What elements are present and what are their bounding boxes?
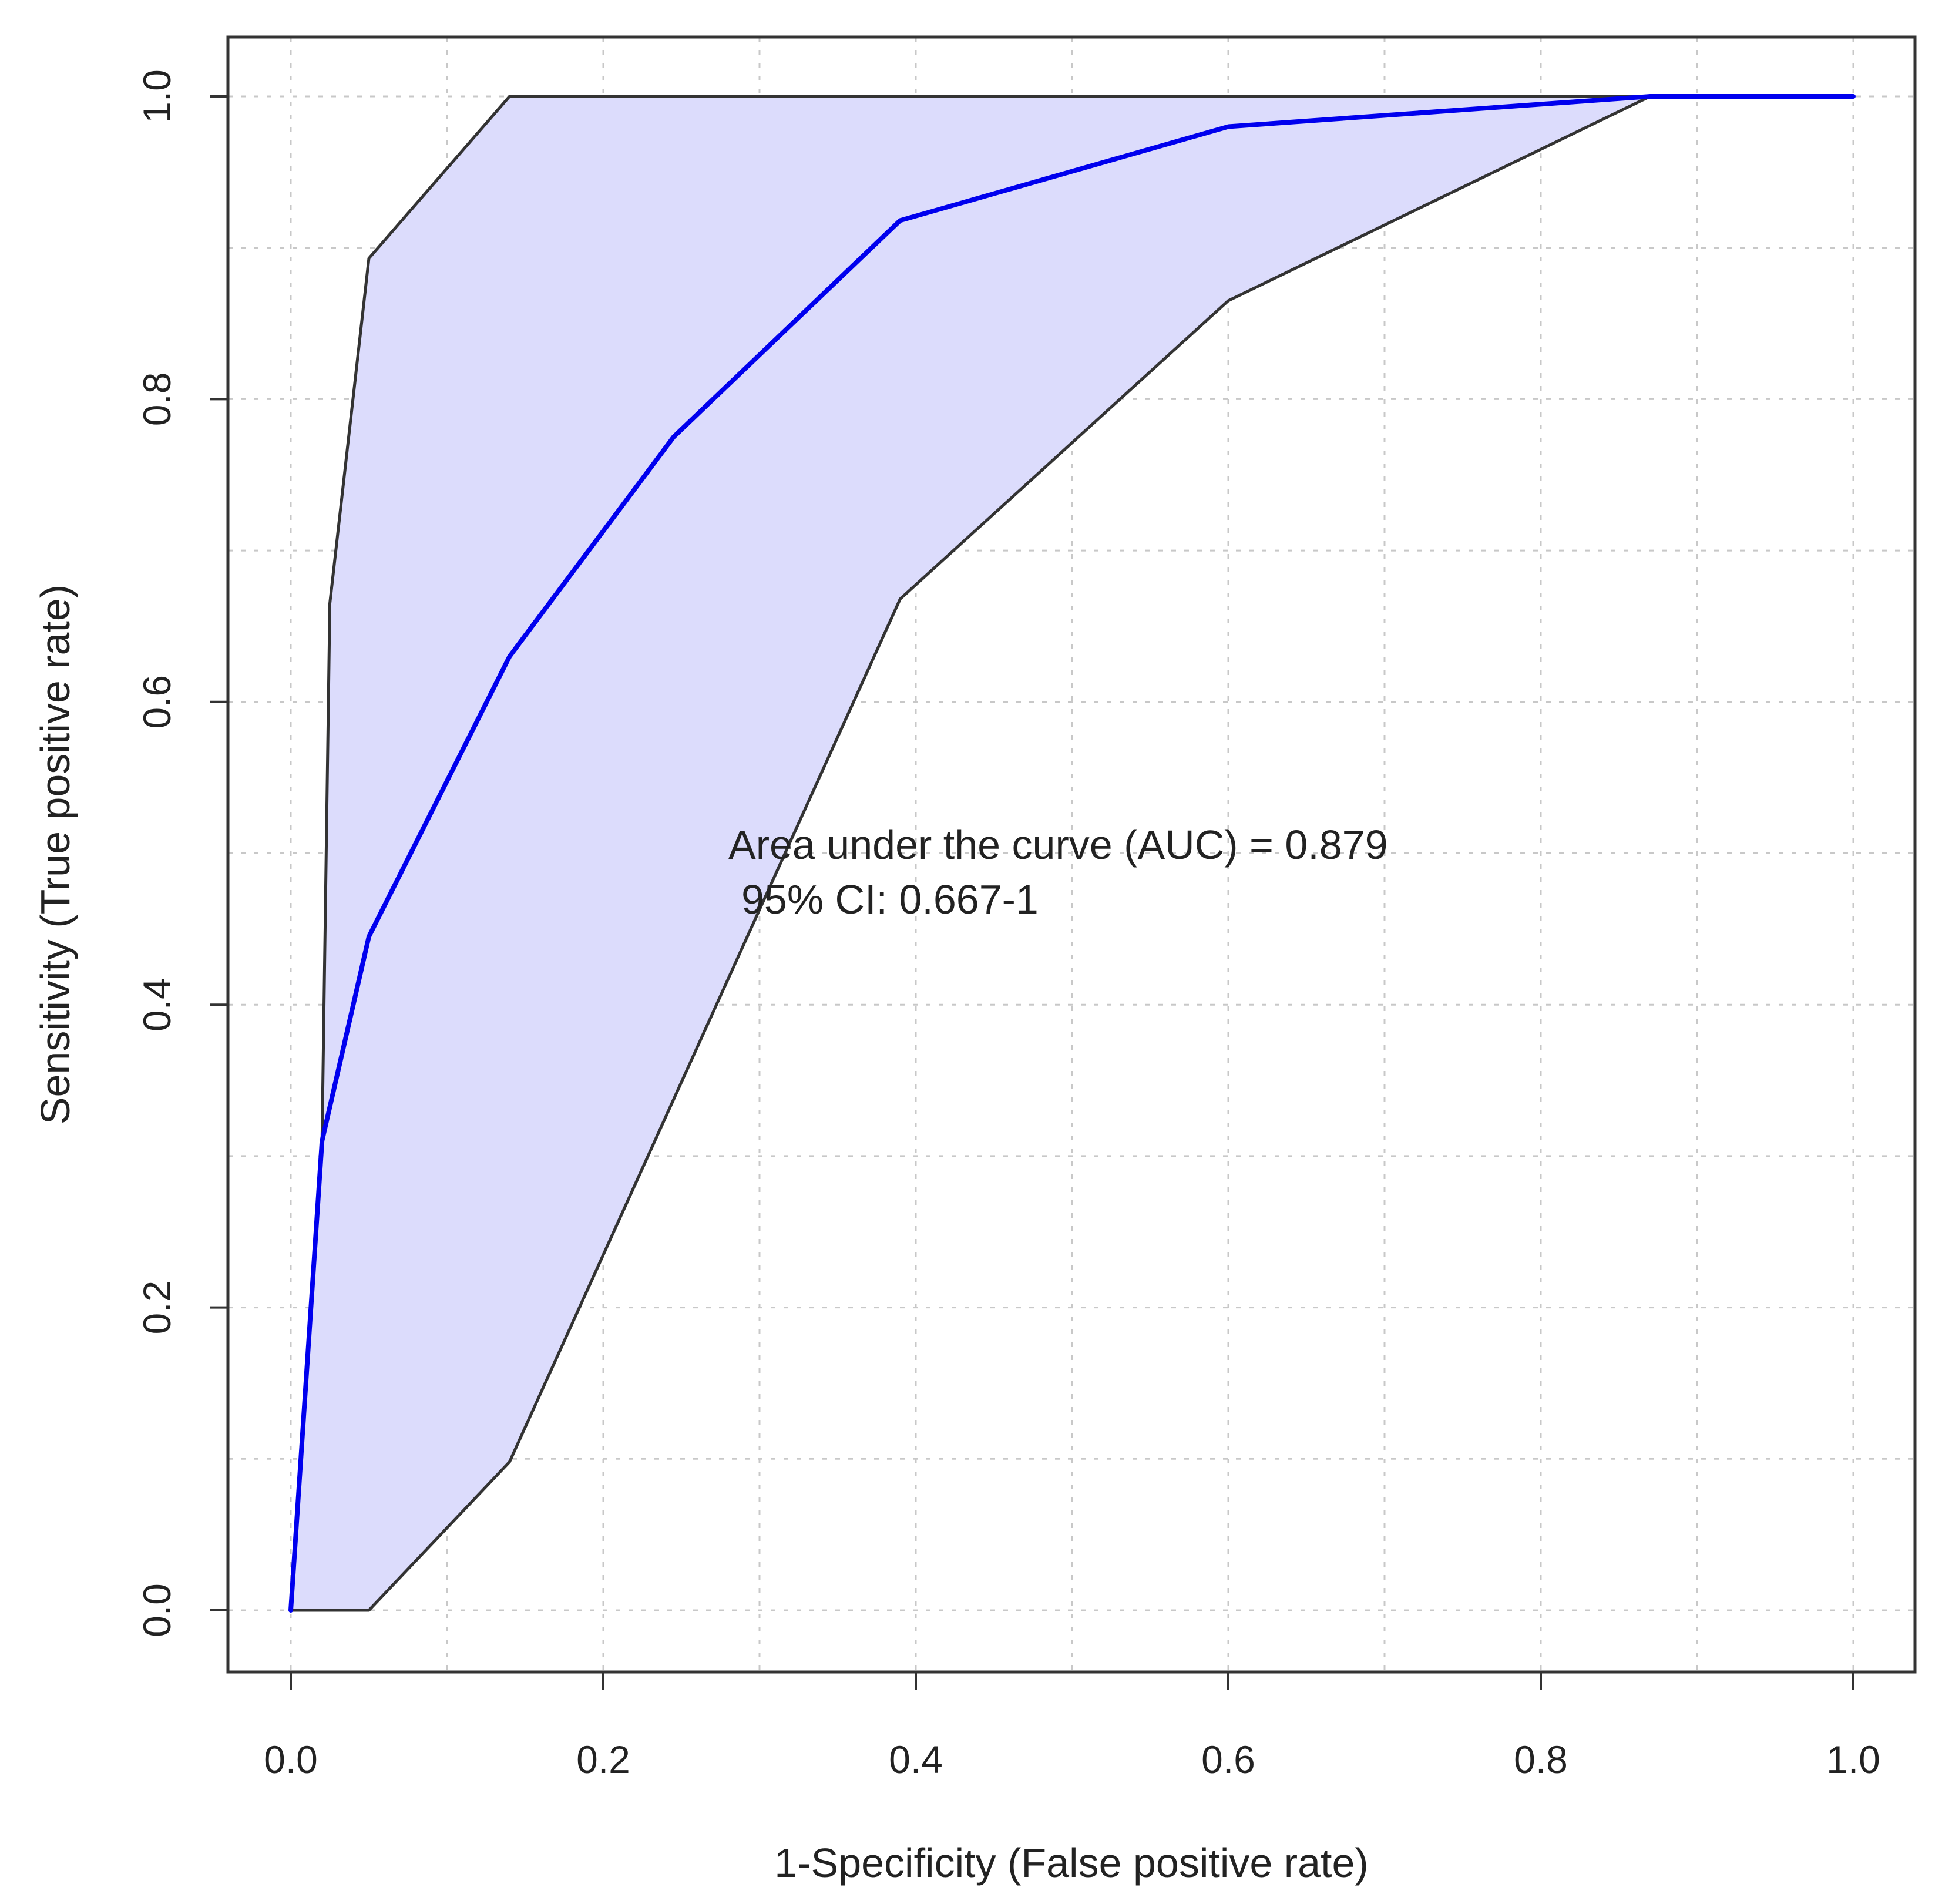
y-axis: 0.0 0.2 0.4 0.6 0.8 1.0 [135, 69, 228, 1637]
ci-annotation: 95% CI: 0.667-1 [741, 877, 1039, 922]
y-tick-label: 0.2 [135, 1281, 179, 1335]
y-tick-label: 0.8 [135, 372, 179, 427]
y-tick-label: 0.6 [135, 675, 179, 729]
confidence-interval-band [291, 96, 1853, 1610]
auc-annotation: Area under the curve (AUC) = 0.879 [728, 822, 1388, 868]
y-tick-label: 1.0 [135, 69, 179, 123]
x-tick-label: 1.0 [1826, 1738, 1880, 1781]
x-tick-label: 0.2 [576, 1738, 630, 1781]
x-axis-title: 1-Specificity (False positive rate) [774, 1840, 1368, 1886]
y-tick-label: 0.0 [135, 1583, 179, 1637]
roc-curve-line [288, 94, 1856, 1613]
x-tick-label: 0.6 [1201, 1738, 1255, 1781]
x-axis: 0.0 0.2 0.4 0.6 0.8 1.0 [264, 1672, 1880, 1781]
x-tick-label: 0.4 [889, 1738, 943, 1781]
plot-frame [226, 35, 1917, 1674]
y-tick-label: 0.4 [135, 978, 179, 1032]
x-tick-label: 0.8 [1514, 1738, 1568, 1781]
y-axis-title: Sensitivity (True positive rate) [32, 585, 78, 1124]
x-tick-label: 0.0 [264, 1738, 318, 1781]
